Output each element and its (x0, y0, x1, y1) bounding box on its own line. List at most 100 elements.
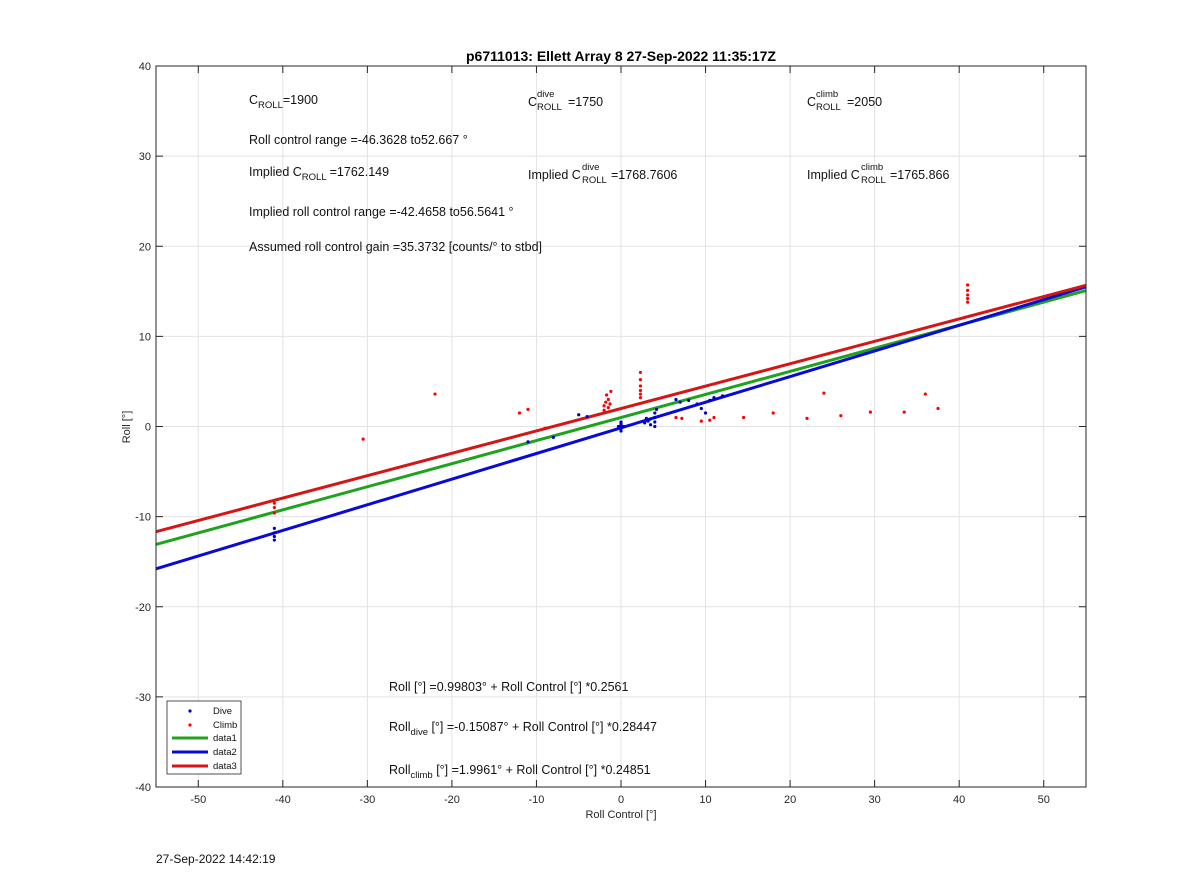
climb-point (602, 404, 606, 408)
climb-point (966, 293, 970, 297)
climb-point (608, 402, 612, 406)
dive-point (577, 413, 581, 417)
climb-point (771, 411, 775, 415)
climb-point (741, 415, 746, 420)
dive-point (272, 534, 276, 539)
climb-point (699, 419, 703, 423)
legend-dive-label: Dive (213, 706, 232, 717)
x-tick-label: 0 (618, 794, 624, 806)
climb-point (517, 411, 522, 415)
legend-data3-label: data3 (213, 761, 237, 772)
climb-point (902, 410, 906, 414)
dive-point (712, 396, 716, 400)
x-tick-label: 20 (784, 794, 796, 806)
dive-point (648, 423, 653, 427)
dive-point (619, 426, 623, 430)
x-tick-label: -40 (275, 794, 291, 806)
dive-point (699, 406, 703, 411)
dive-point (272, 538, 276, 542)
y-tick-label: -30 (135, 692, 151, 704)
dive-point (695, 402, 699, 406)
dive-point (621, 424, 626, 429)
climb-point (543, 426, 547, 430)
dive-point (678, 400, 682, 404)
climb-point (708, 418, 712, 422)
dive-point (654, 407, 659, 411)
x-axis-label: Roll Control [°] (585, 809, 656, 821)
y-tick-label: 20 (139, 241, 151, 253)
fit-line-data3 (155, 283, 1087, 534)
climb-point (936, 406, 940, 411)
climb-point (272, 506, 276, 510)
dive-point (708, 398, 712, 402)
climb-point (605, 393, 609, 397)
dive-point (648, 417, 652, 421)
implied-croll-dive: Implied Cdive ROLL =1768.7606 (528, 162, 677, 186)
climb-point (361, 437, 365, 441)
dive-point (674, 397, 678, 402)
x-tick-label: 10 (699, 794, 711, 806)
y-tick-label: -10 (135, 512, 151, 524)
chart-title: p6711013: Ellett Array 8 27-Sep-2022 11:… (466, 48, 776, 64)
climb-point (638, 392, 643, 396)
y-tick-label: -40 (135, 782, 151, 794)
climb-point (805, 416, 809, 420)
climb-point (526, 407, 530, 411)
roll-control-range: Roll control range =-46.3628 to52.667 ° (249, 133, 468, 147)
y-tick-label: 40 (139, 61, 151, 73)
equation-dive: Rolldive [°] =-0.15087° + Roll Control [… (389, 720, 657, 738)
dive-point (687, 398, 691, 402)
x-tick-label: -20 (444, 794, 460, 806)
climb-point (606, 405, 610, 410)
implied-croll-climb: Implied Cclimb ROLL =1765.866 (807, 162, 949, 186)
climb-point (923, 392, 927, 396)
climb-point (868, 410, 873, 414)
dive-point (653, 420, 657, 424)
y-tick-label: 0 (145, 422, 151, 434)
footer-timestamp: 27-Sep-2022 14:42:19 (156, 852, 276, 866)
climb-point (638, 384, 643, 388)
legend-climb-label: Climb (213, 720, 237, 731)
climb-point (839, 414, 843, 418)
climb-point (822, 391, 826, 395)
legend-dive-marker (188, 709, 192, 713)
legend: Dive Climb data1 data2 data3 (166, 700, 242, 775)
y-tick-label: -20 (135, 602, 151, 614)
x-tick-label: -10 (529, 794, 545, 806)
dive-point (619, 429, 623, 433)
dive-point (703, 411, 708, 415)
dive-point (616, 424, 621, 429)
x-tick-label: 40 (953, 794, 965, 806)
x-tick-label: 50 (1038, 794, 1050, 806)
climb-point (966, 300, 970, 304)
legend-data2-label: data2 (213, 747, 237, 758)
climb-point (604, 400, 608, 404)
implied-croll: Implied CROLL =1762.149 (249, 165, 389, 183)
dive-point (644, 416, 648, 420)
climb-point (712, 415, 716, 420)
climb-point (606, 397, 610, 402)
climb-point (674, 415, 678, 420)
dive-point (653, 424, 657, 429)
dive-point (272, 526, 276, 530)
climb-point (966, 296, 970, 301)
x-tick-label: -50 (190, 794, 206, 806)
croll-dive-annotation: Cdive ROLL =1750 (528, 89, 603, 113)
climb-point (272, 511, 276, 515)
equation-all: Roll [°] =0.99803° + Roll Control [°] *0… (389, 680, 628, 694)
climb-point (966, 283, 970, 287)
climb-point (433, 392, 437, 396)
dive-point (653, 411, 657, 415)
x-tick-label: 30 (869, 794, 881, 806)
legend-climb-marker (188, 723, 192, 727)
climb-point (602, 408, 606, 412)
x-tick-label: -30 (359, 794, 375, 806)
climb-point (638, 396, 643, 400)
dive-point (585, 414, 589, 419)
data-points (272, 283, 970, 542)
dive-point (653, 415, 657, 420)
climb-point (638, 378, 643, 382)
dive-point (272, 531, 276, 535)
grid-lines (156, 66, 1086, 787)
